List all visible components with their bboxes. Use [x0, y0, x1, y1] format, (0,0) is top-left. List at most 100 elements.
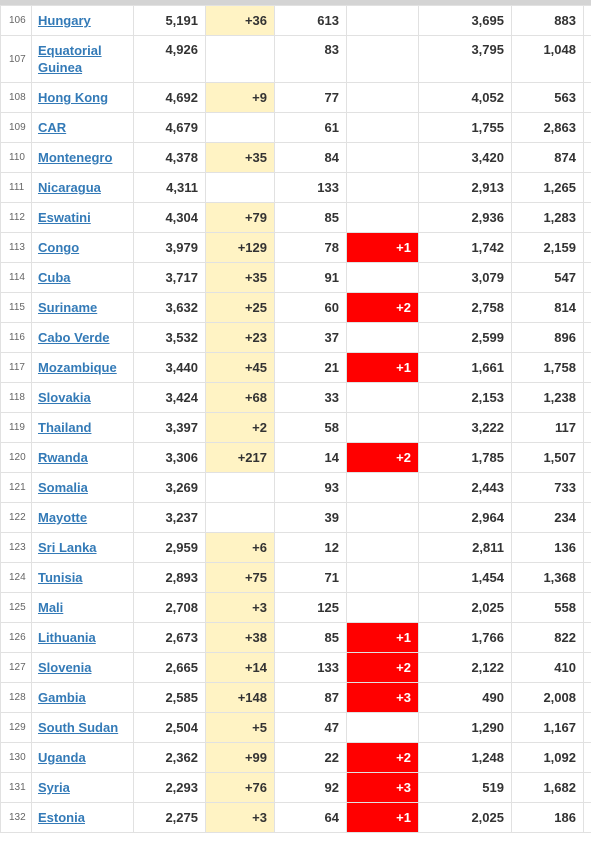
- total-cases-cell: 3,424: [133, 382, 206, 413]
- table-row: 117 Mozambique 3,440 +45 21 +1 1,661 1,758: [0, 352, 591, 383]
- new-deaths-cell: +1: [346, 232, 419, 263]
- total-deaths-cell: 613: [274, 5, 347, 36]
- extra-cell: [583, 652, 591, 683]
- country-cell: Slovenia: [31, 652, 134, 683]
- total-recovered-cell: 1,661: [418, 352, 512, 383]
- table-row: 113 Congo 3,979 +129 78 +1 1,742 2,159: [0, 232, 591, 263]
- active-cases-cell: 1,265: [511, 172, 584, 203]
- total-deaths-cell: 78: [274, 232, 347, 263]
- country-link[interactable]: Sri Lanka: [38, 540, 97, 555]
- table-row: 119 Thailand 3,397 +2 58 3,222 117: [0, 412, 591, 443]
- active-cases-cell: 136: [511, 532, 584, 563]
- country-cell: Lithuania: [31, 622, 134, 653]
- country-link[interactable]: Mayotte: [38, 510, 88, 525]
- rank-cell: 130: [0, 742, 32, 773]
- country-link[interactable]: Nicaragua: [38, 180, 101, 195]
- country-link[interactable]: Equatorial Guinea: [38, 43, 102, 75]
- country-link[interactable]: CAR: [38, 120, 67, 135]
- active-cases-cell: 1,507: [511, 442, 584, 473]
- country-link[interactable]: Slovakia: [38, 390, 91, 405]
- country-cell: Congo: [31, 232, 134, 263]
- country-link[interactable]: Cabo Verde: [38, 330, 110, 345]
- total-recovered-cell: 1,766: [418, 622, 512, 653]
- new-deaths-cell: [346, 142, 419, 173]
- country-link[interactable]: Estonia: [38, 810, 85, 825]
- new-deaths-cell: [346, 532, 419, 563]
- country-link[interactable]: Congo: [38, 240, 80, 255]
- country-link[interactable]: Gambia: [38, 690, 86, 705]
- country-link[interactable]: Lithuania: [38, 630, 96, 645]
- rank-cell: 129: [0, 712, 32, 743]
- country-cell: Nicaragua: [31, 172, 134, 203]
- new-deaths-cell: [346, 592, 419, 623]
- total-recovered-cell: 2,964: [418, 502, 512, 533]
- total-cases-cell: 4,378: [133, 142, 206, 173]
- total-deaths-cell: 92: [274, 772, 347, 803]
- new-deaths-cell: [346, 112, 419, 143]
- country-link[interactable]: South Sudan: [38, 720, 119, 735]
- total-recovered-cell: 1,248: [418, 742, 512, 773]
- rank-cell: 120: [0, 442, 32, 473]
- total-recovered-cell: 3,420: [418, 142, 512, 173]
- country-link[interactable]: Hong Kong: [38, 90, 109, 105]
- total-recovered-cell: 2,443: [418, 472, 512, 503]
- total-cases-cell: 3,979: [133, 232, 206, 263]
- new-cases-cell: +3: [205, 592, 275, 623]
- rank-cell: 131: [0, 772, 32, 803]
- total-deaths-cell: 47: [274, 712, 347, 743]
- rank-cell: 121: [0, 472, 32, 503]
- country-link[interactable]: Mozambique: [38, 360, 117, 375]
- total-recovered-cell: 1,755: [418, 112, 512, 143]
- rank-cell: 128: [0, 682, 32, 713]
- new-cases-cell: +25: [205, 292, 275, 323]
- total-recovered-cell: 2,758: [418, 292, 512, 323]
- total-deaths-cell: 37: [274, 322, 347, 353]
- active-cases-cell: 814: [511, 292, 584, 323]
- table-row: 120 Rwanda 3,306 +217 14 +2 1,785 1,507: [0, 442, 591, 473]
- rank-cell: 116: [0, 322, 32, 353]
- country-link[interactable]: Syria: [38, 780, 70, 795]
- table-row: 109 CAR 4,679 61 1,755 2,863: [0, 112, 591, 143]
- new-deaths-cell: [346, 262, 419, 293]
- country-link[interactable]: Eswatini: [38, 210, 91, 225]
- country-cell: Mozambique: [31, 352, 134, 383]
- total-recovered-cell: 1,290: [418, 712, 512, 743]
- country-link[interactable]: Tunisia: [38, 570, 83, 585]
- country-link[interactable]: Somalia: [38, 480, 88, 495]
- country-link[interactable]: Suriname: [38, 300, 98, 315]
- country-link[interactable]: Hungary: [38, 13, 91, 28]
- country-link[interactable]: Cuba: [38, 270, 71, 285]
- table-row: 112 Eswatini 4,304 +79 85 2,936 1,283: [0, 202, 591, 233]
- country-link[interactable]: Mali: [38, 600, 64, 615]
- new-deaths-cell: [346, 382, 419, 413]
- country-cell: Montenegro: [31, 142, 134, 173]
- extra-cell: [583, 142, 591, 173]
- total-deaths-cell: 91: [274, 262, 347, 293]
- country-link[interactable]: Uganda: [38, 750, 86, 765]
- total-cases-cell: 2,673: [133, 622, 206, 653]
- total-deaths-cell: 39: [274, 502, 347, 533]
- total-deaths-cell: 21: [274, 352, 347, 383]
- country-link[interactable]: Montenegro: [38, 150, 113, 165]
- extra-cell: [583, 532, 591, 563]
- new-cases-cell: +79: [205, 202, 275, 233]
- total-cases-cell: 4,311: [133, 172, 206, 203]
- country-link[interactable]: Thailand: [38, 420, 92, 435]
- new-deaths-cell: [346, 472, 419, 503]
- total-recovered-cell: 3,079: [418, 262, 512, 293]
- country-link[interactable]: Rwanda: [38, 450, 88, 465]
- country-link[interactable]: Slovenia: [38, 660, 92, 675]
- extra-cell: [583, 802, 591, 833]
- new-deaths-cell: [346, 202, 419, 233]
- total-deaths-cell: 77: [274, 82, 347, 113]
- country-cell: Cuba: [31, 262, 134, 293]
- extra-cell: [583, 82, 591, 113]
- active-cases-cell: 822: [511, 622, 584, 653]
- new-deaths-cell: +1: [346, 802, 419, 833]
- table-row: 108 Hong Kong 4,692 +9 77 4,052 563: [0, 82, 591, 113]
- table-row: 106 Hungary 5,191 +36 613 3,695 883: [0, 5, 591, 36]
- new-deaths-cell: +2: [346, 292, 419, 323]
- new-cases-cell: [205, 172, 275, 203]
- total-cases-cell: 3,306: [133, 442, 206, 473]
- total-cases-cell: 2,893: [133, 562, 206, 593]
